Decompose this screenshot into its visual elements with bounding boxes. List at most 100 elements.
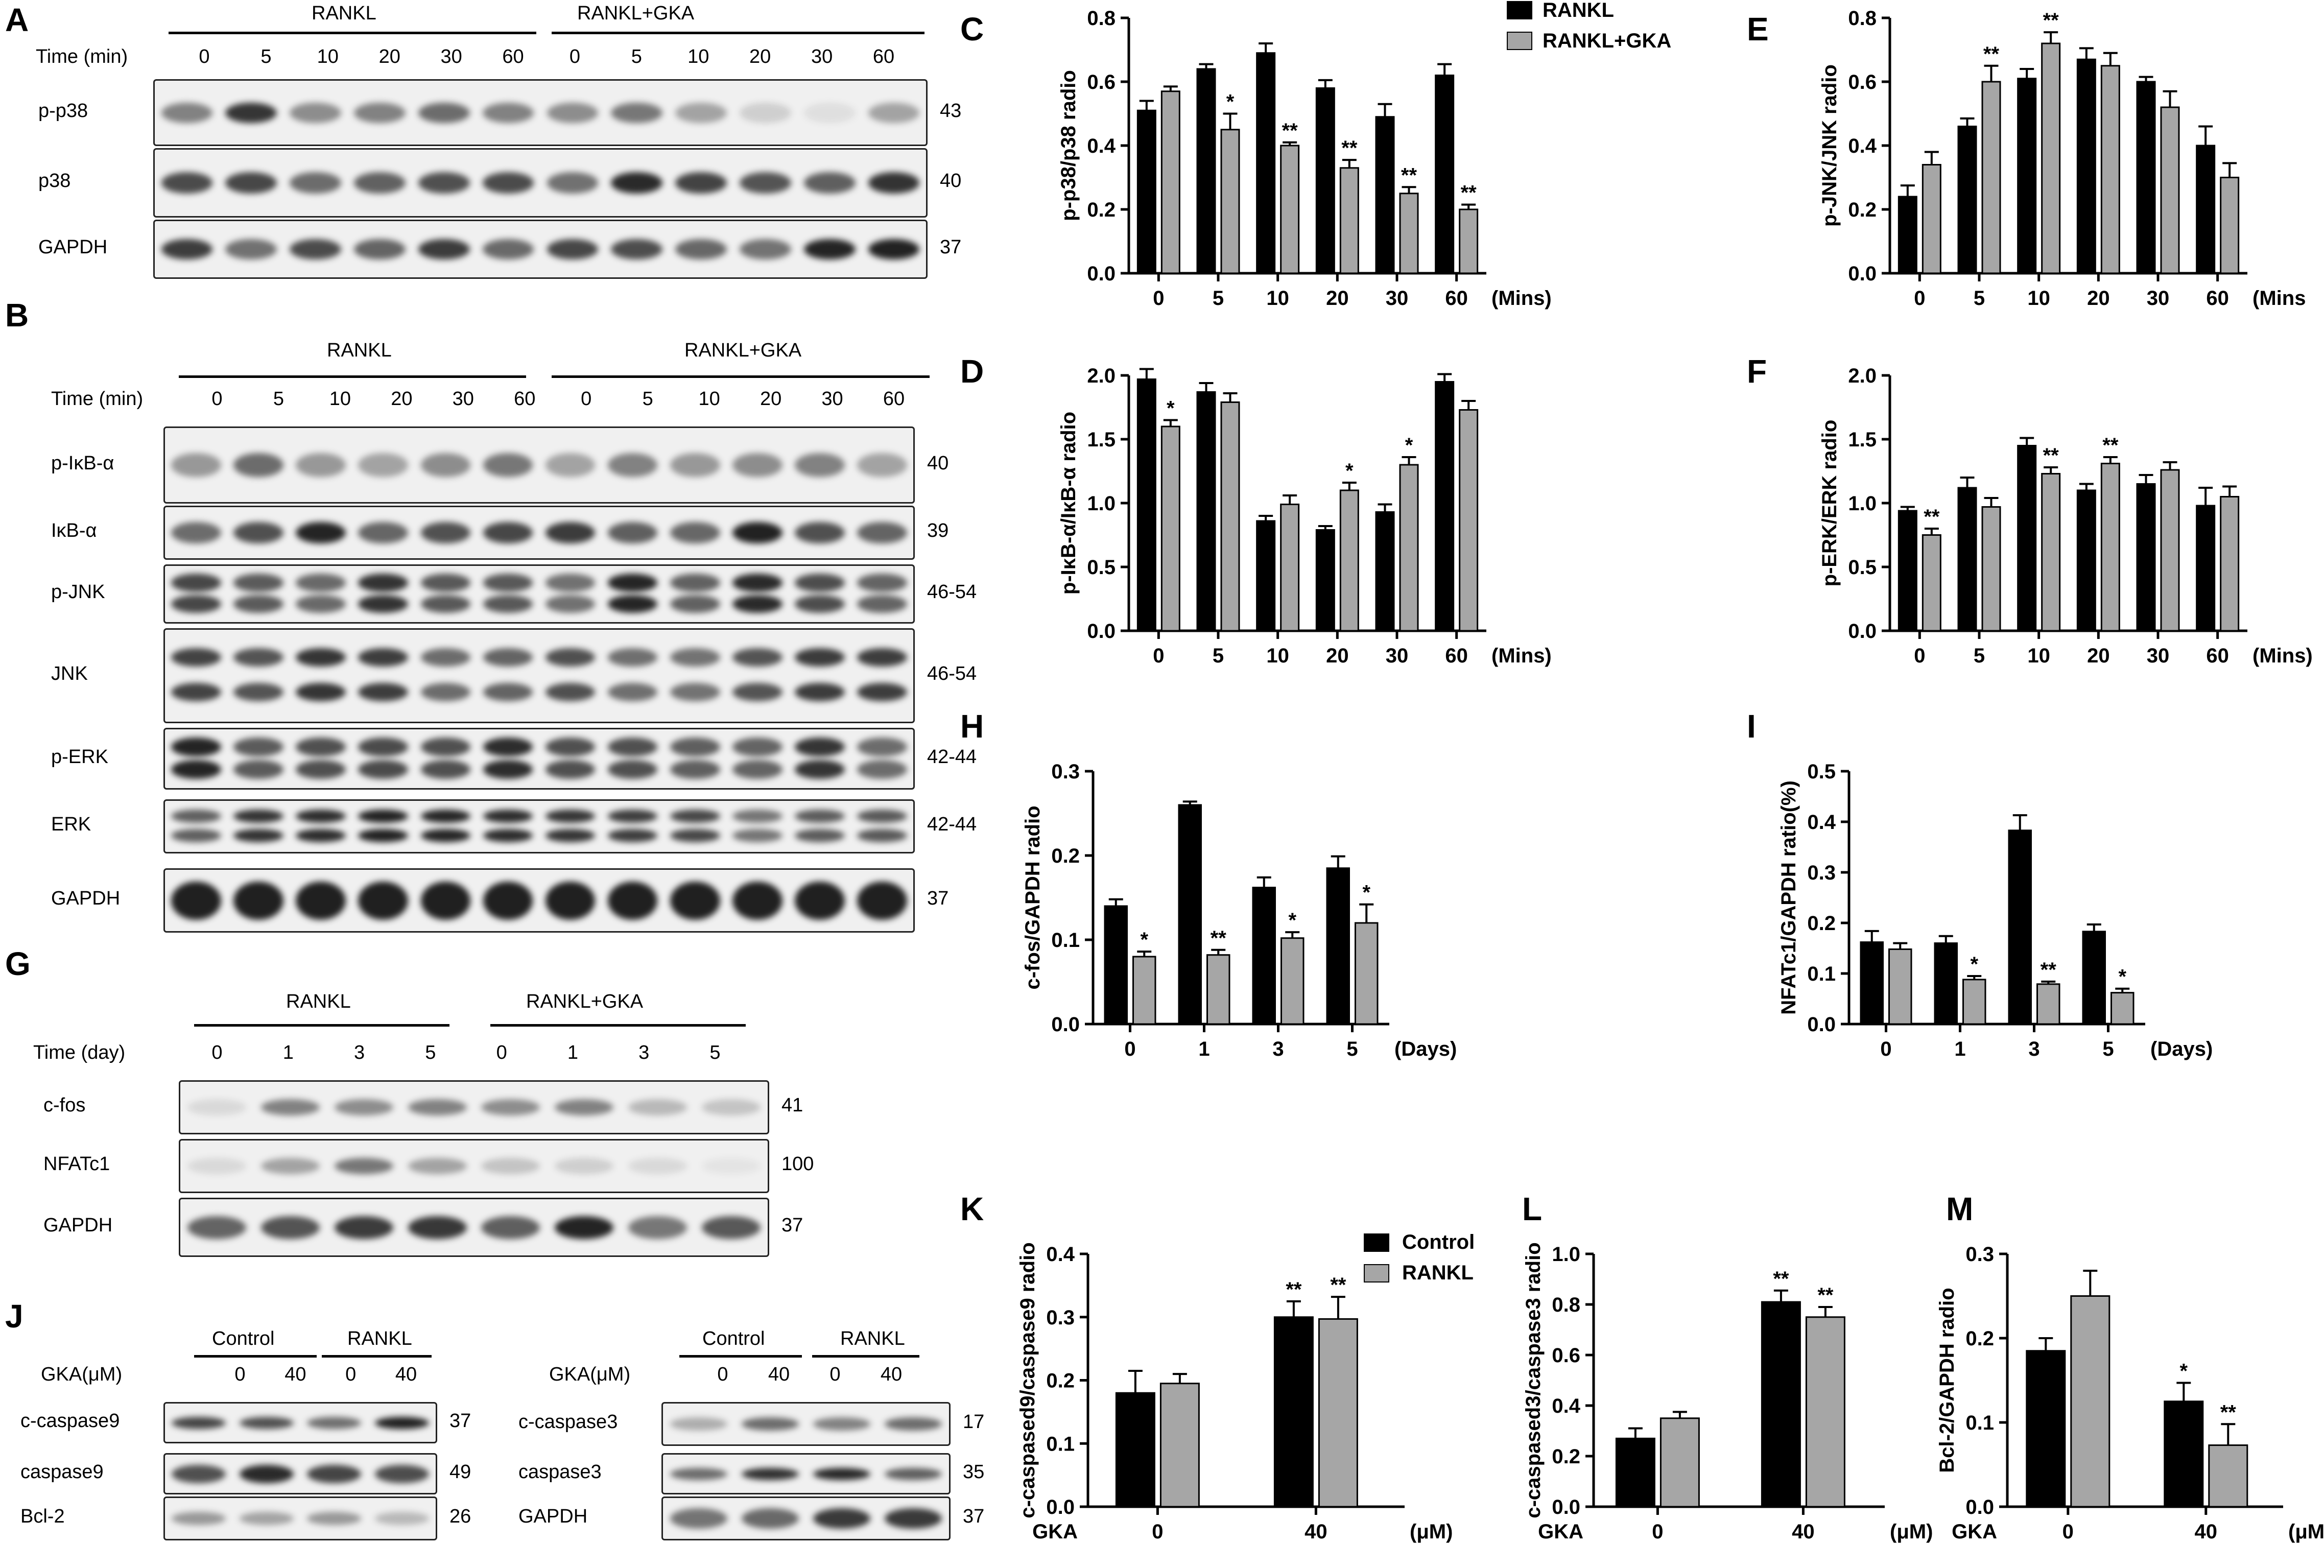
blot-J1-band — [239, 1512, 294, 1525]
blot-B-band — [857, 595, 907, 613]
y-tick-label: 0.0 — [1552, 1496, 1580, 1518]
blot-J1-band — [172, 1512, 226, 1525]
blot-G-band — [701, 1158, 761, 1174]
blot-B-band — [857, 453, 907, 477]
y-tick-label: 0.4 — [1848, 135, 1877, 157]
y-tick-label: 0.1 — [1046, 1433, 1075, 1455]
blot-B-band — [233, 881, 283, 920]
blot-A-band — [354, 102, 406, 123]
blot-B-band — [296, 759, 346, 779]
blot-J2-band — [742, 1508, 799, 1529]
y-tick-label: 0.2 — [1087, 199, 1116, 221]
significance-marker: * — [1140, 929, 1148, 951]
x-axis-unit: (μM) — [1890, 1521, 1933, 1543]
bar-series2 — [2110, 992, 2135, 1025]
blot-A-band — [740, 172, 791, 194]
blot-B-band — [670, 738, 720, 756]
bar-series2 — [1888, 948, 1912, 1025]
blot-B-band — [483, 522, 533, 543]
bar-series1 — [1375, 511, 1395, 632]
blot-B-membrane — [163, 564, 915, 624]
blot-B-lane-label: 30 — [452, 388, 474, 410]
blot-J1-lane-label: 0 — [345, 1364, 357, 1385]
blot-A-lane-label: 5 — [260, 46, 272, 67]
bar-series1 — [1315, 529, 1335, 632]
blot-A-band — [290, 172, 341, 194]
blot-B-band — [358, 759, 409, 779]
blot-G-band — [261, 1158, 320, 1174]
blot-B-band — [857, 648, 907, 667]
significance-marker: * — [1167, 397, 1175, 420]
blot-A-lane-label: 60 — [502, 46, 524, 67]
blot-J1-time-label: GKA(μM) — [41, 1364, 123, 1385]
blot-G-band — [408, 1158, 467, 1174]
blot-G-group1-line — [194, 1024, 449, 1027]
blot-G-band — [628, 1099, 687, 1115]
bar-series1 — [1104, 905, 1128, 1025]
significance-marker: * — [2180, 1360, 2188, 1382]
blot-G-band — [187, 1099, 247, 1115]
blot-B-band — [545, 829, 596, 842]
bar-series2 — [1159, 1383, 1200, 1508]
blot-B-band — [732, 648, 782, 667]
blot-B-row-name: JNK — [51, 663, 88, 684]
x-axis-unit: (Mins) — [2252, 645, 2313, 667]
blot-B-band — [420, 648, 471, 667]
blot-B-band — [358, 881, 409, 920]
blot-A-band — [611, 172, 663, 194]
blot-J1-lane-label: 40 — [284, 1364, 306, 1385]
blot-B-band — [233, 648, 283, 667]
panel-letter-i: I — [1747, 708, 1756, 745]
legend-label-rankl: RANKL — [1543, 0, 1614, 21]
blot-B-kda: 37 — [927, 888, 949, 909]
blot-J2-band — [670, 1508, 727, 1529]
blot-A-band — [868, 239, 920, 259]
y-tick-label: 0.4 — [1046, 1243, 1075, 1266]
blot-J2-membrane — [661, 1496, 951, 1540]
x-tick-label: 40 — [2195, 1521, 2218, 1543]
y-axis-label: p-IκB-α/IκB-α radio — [1057, 412, 1080, 595]
bar-series1 — [1178, 804, 1202, 1025]
significance-marker: * — [1226, 91, 1235, 113]
blot-J1-group1-line — [194, 1355, 317, 1358]
blot-A-band — [803, 239, 856, 259]
blot-B-band — [358, 829, 409, 842]
bar-series2 — [1318, 1318, 1358, 1508]
blot-B-band — [358, 648, 409, 667]
x-axis-unit: (Mins — [2252, 287, 2306, 310]
blot-B-lane-label: 0 — [581, 388, 592, 410]
x-tick-label: 40 — [1792, 1521, 1815, 1543]
panel-letter-l: L — [1522, 1191, 1543, 1227]
blot-B-band — [296, 648, 346, 667]
blot-J2-time-label: GKA(μM) — [549, 1364, 631, 1385]
blot-B-band — [795, 738, 845, 756]
blot-B-membrane — [163, 868, 915, 933]
blot-G-band — [555, 1099, 614, 1115]
blot-G-band — [261, 1099, 320, 1115]
blot-B-band — [483, 759, 533, 779]
significance-marker: ** — [1924, 506, 1940, 528]
panel-letter-a: A — [5, 2, 29, 38]
x-tick-label: 0 — [1880, 1038, 1891, 1060]
y-tick-label: 0.8 — [1848, 7, 1877, 30]
blot-B-band — [732, 810, 782, 823]
blot-A-band — [740, 239, 791, 259]
bar-series2 — [2220, 177, 2240, 274]
blot-B-band — [795, 595, 845, 613]
blot-A-membrane — [153, 220, 928, 279]
blot-B-band — [857, 738, 907, 756]
y-tick-label: 0.3 — [1807, 862, 1836, 884]
blot-J2-row-name: c-caspase3 — [518, 1411, 618, 1433]
blot-J2-band — [885, 1508, 942, 1529]
blot-G-lane-label: 1 — [282, 1042, 294, 1063]
blot-B-band — [670, 759, 720, 779]
blot-B-band — [483, 648, 533, 667]
bar-series1 — [2164, 1400, 2204, 1508]
bar-series1 — [1761, 1301, 1801, 1508]
blot-B-lane-label: 60 — [514, 388, 536, 410]
x-tick-label: 5 — [2102, 1038, 2114, 1060]
x-axis-prefix: GKA — [1952, 1521, 1997, 1543]
blot-G-band — [481, 1158, 540, 1174]
blot-B-band — [857, 522, 907, 543]
significance-marker: ** — [1773, 1268, 1789, 1290]
